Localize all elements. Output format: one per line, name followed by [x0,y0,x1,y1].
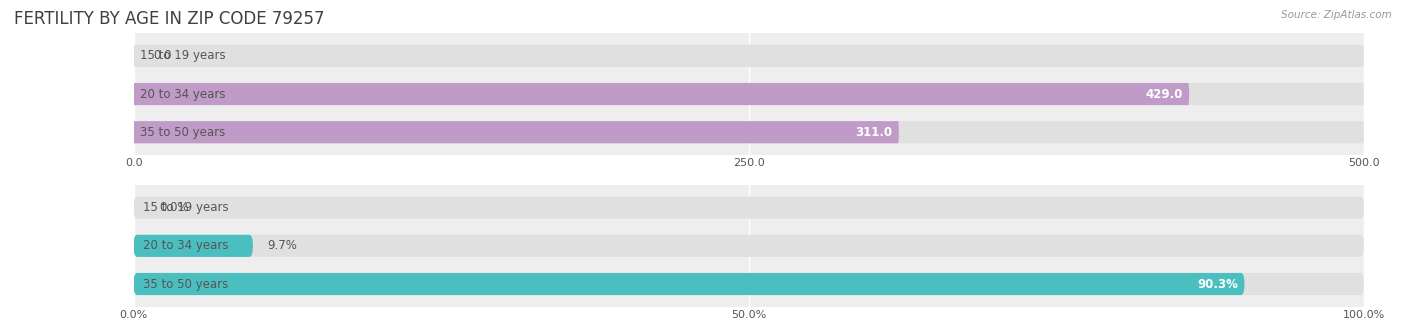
Text: 35 to 50 years: 35 to 50 years [141,126,226,139]
Text: 311.0: 311.0 [855,126,893,139]
Text: 429.0: 429.0 [1146,87,1182,101]
FancyBboxPatch shape [134,83,1364,105]
Text: 15 to 19 years: 15 to 19 years [143,201,229,214]
FancyBboxPatch shape [134,121,898,143]
Text: 0.0: 0.0 [153,50,172,62]
Text: 90.3%: 90.3% [1198,278,1239,290]
FancyBboxPatch shape [134,197,1364,219]
FancyBboxPatch shape [134,273,1364,295]
FancyBboxPatch shape [134,235,253,257]
FancyBboxPatch shape [134,235,1364,257]
Text: 9.7%: 9.7% [267,239,298,252]
FancyBboxPatch shape [134,45,1364,67]
Text: 20 to 34 years: 20 to 34 years [143,239,229,252]
Text: 20 to 34 years: 20 to 34 years [141,87,226,101]
Text: Source: ZipAtlas.com: Source: ZipAtlas.com [1281,10,1392,20]
Text: FERTILITY BY AGE IN ZIP CODE 79257: FERTILITY BY AGE IN ZIP CODE 79257 [14,10,325,28]
FancyBboxPatch shape [134,83,1189,105]
FancyBboxPatch shape [134,273,1244,295]
Text: 15 to 19 years: 15 to 19 years [141,50,226,62]
Text: 35 to 50 years: 35 to 50 years [143,278,229,290]
FancyBboxPatch shape [134,121,1364,143]
Text: 0.0%: 0.0% [159,201,188,214]
